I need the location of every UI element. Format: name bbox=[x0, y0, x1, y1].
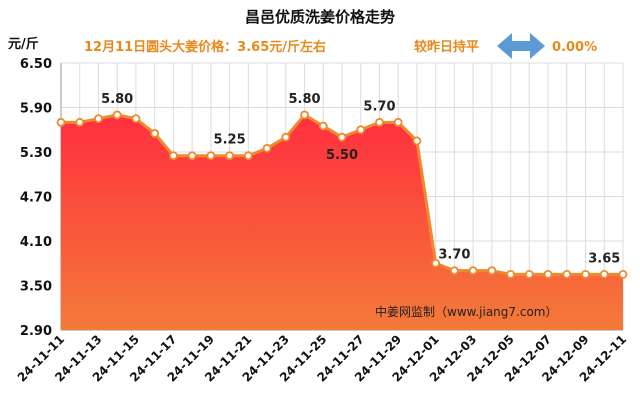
y-tick-label: 6.50 bbox=[20, 57, 52, 72]
watermark: 中姜网监制（www.jiang7.com） bbox=[375, 304, 557, 319]
y-tick-label: 4.70 bbox=[20, 191, 52, 206]
y-tick-label: 5.30 bbox=[20, 146, 52, 161]
data-point bbox=[412, 136, 422, 146]
y-tick-label: 3.50 bbox=[20, 280, 52, 295]
data-point bbox=[562, 269, 572, 279]
data-label: 5.80 bbox=[101, 92, 133, 107]
y-tick-label: 4.10 bbox=[20, 235, 52, 250]
data-point bbox=[318, 121, 328, 131]
y-tick-label: 2.90 bbox=[20, 324, 52, 339]
data-point bbox=[206, 151, 216, 161]
change-text: 较昨日持平 bbox=[414, 39, 479, 55]
x-axis-ticks: 24-11-1124-11-1324-11-1524-11-1724-11-19… bbox=[15, 332, 629, 384]
change-value: 0.00% bbox=[552, 40, 597, 55]
data-point bbox=[543, 269, 553, 279]
data-point bbox=[599, 269, 609, 279]
data-label: 5.25 bbox=[214, 133, 246, 148]
data-point bbox=[168, 151, 178, 161]
y-tick-label: 5.90 bbox=[20, 102, 52, 117]
data-point bbox=[393, 117, 403, 127]
y-axis-unit: 元/斤 bbox=[8, 36, 39, 52]
y-axis-ticks: 6.50 5.90 5.30 4.70 4.10 3.50 2.90 bbox=[20, 57, 52, 339]
data-point bbox=[449, 266, 459, 276]
data-label: 3.70 bbox=[438, 248, 470, 263]
data-point bbox=[431, 258, 441, 268]
data-point bbox=[618, 269, 628, 279]
area-shape bbox=[61, 114, 623, 331]
data-point bbox=[150, 129, 160, 138]
data-label: 3.65 bbox=[588, 251, 620, 266]
double-arrow-icon bbox=[497, 33, 545, 59]
area-fill bbox=[61, 114, 623, 331]
data-label: 5.50 bbox=[326, 148, 358, 163]
data-point bbox=[300, 110, 309, 120]
data-point bbox=[243, 151, 253, 161]
data-point bbox=[56, 117, 66, 127]
data-point bbox=[337, 132, 347, 142]
data-point bbox=[75, 117, 85, 127]
data-point bbox=[468, 266, 478, 276]
data-point bbox=[375, 117, 384, 127]
data-point bbox=[94, 114, 103, 124]
data-label: 5.70 bbox=[363, 99, 395, 114]
data-point bbox=[281, 132, 291, 142]
subtitle: 12月11日圆头大姜价格：3.65元/斤左右 bbox=[84, 39, 326, 55]
data-point bbox=[112, 110, 122, 120]
data-labels: 5.80 5.25 5.80 5.50 5.70 3.70 3.65 bbox=[101, 92, 620, 266]
data-point bbox=[487, 266, 497, 276]
data-point bbox=[225, 151, 235, 161]
data-point bbox=[524, 269, 534, 279]
data-point bbox=[356, 125, 366, 135]
chart-title: 昌邑优质洗姜价格走势 bbox=[245, 8, 395, 26]
data-point bbox=[262, 143, 272, 153]
data-label: 5.80 bbox=[288, 92, 320, 107]
data-point bbox=[506, 269, 516, 279]
data-point bbox=[131, 114, 141, 124]
data-point bbox=[581, 269, 590, 279]
data-points bbox=[56, 110, 628, 279]
data-point bbox=[187, 151, 197, 161]
